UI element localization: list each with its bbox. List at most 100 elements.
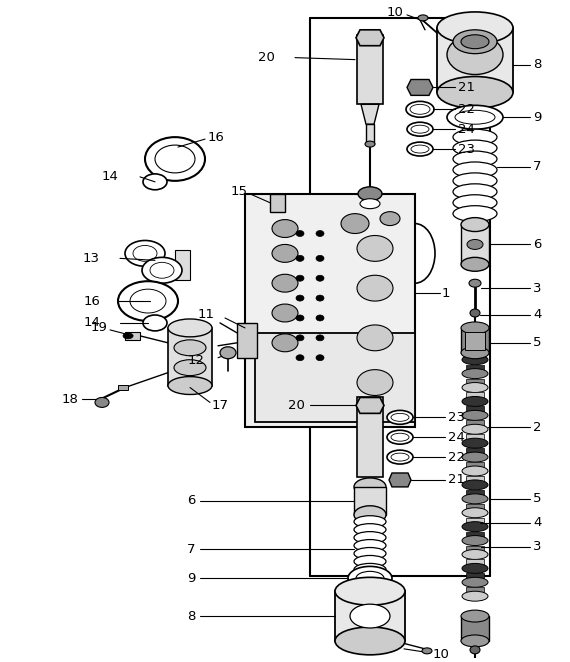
Ellipse shape <box>469 279 481 287</box>
Ellipse shape <box>422 648 432 654</box>
Ellipse shape <box>125 240 165 266</box>
Bar <box>466 573 484 583</box>
Text: 4: 4 <box>533 516 542 529</box>
Ellipse shape <box>462 383 488 393</box>
Text: 13: 13 <box>83 252 100 265</box>
Bar <box>357 35 383 105</box>
Text: 5: 5 <box>533 493 542 505</box>
Ellipse shape <box>145 137 205 181</box>
Bar <box>466 462 484 471</box>
Ellipse shape <box>316 315 324 321</box>
Ellipse shape <box>418 15 428 21</box>
Ellipse shape <box>453 30 497 54</box>
Ellipse shape <box>335 627 405 655</box>
Ellipse shape <box>467 240 483 250</box>
Bar <box>466 393 484 401</box>
Ellipse shape <box>462 369 488 379</box>
Ellipse shape <box>296 355 304 361</box>
Ellipse shape <box>411 125 429 133</box>
Text: 8: 8 <box>533 58 542 71</box>
Text: 16: 16 <box>208 130 225 144</box>
Ellipse shape <box>174 359 206 375</box>
Ellipse shape <box>462 522 488 532</box>
Ellipse shape <box>437 77 513 109</box>
Ellipse shape <box>356 571 384 585</box>
Bar <box>466 448 484 457</box>
Ellipse shape <box>272 334 298 352</box>
Ellipse shape <box>462 452 488 462</box>
Ellipse shape <box>453 151 497 167</box>
Ellipse shape <box>411 145 429 153</box>
Bar <box>466 406 484 415</box>
Bar <box>118 385 128 389</box>
Text: 22: 22 <box>458 103 475 116</box>
Ellipse shape <box>142 258 182 283</box>
Ellipse shape <box>453 206 497 222</box>
Bar <box>175 250 190 280</box>
Ellipse shape <box>133 246 157 261</box>
Text: 20: 20 <box>258 51 275 64</box>
Ellipse shape <box>387 410 413 424</box>
Ellipse shape <box>387 450 413 464</box>
Ellipse shape <box>316 256 324 261</box>
Bar <box>270 194 285 212</box>
Ellipse shape <box>387 430 413 444</box>
Bar <box>461 616 489 641</box>
Ellipse shape <box>447 105 503 129</box>
Ellipse shape <box>168 377 212 395</box>
Text: 20: 20 <box>288 399 305 412</box>
Text: 18: 18 <box>61 393 78 406</box>
Bar <box>466 490 484 499</box>
Ellipse shape <box>143 315 167 331</box>
Text: 14: 14 <box>83 316 100 330</box>
Ellipse shape <box>453 184 497 200</box>
Ellipse shape <box>391 433 409 441</box>
Text: 11: 11 <box>198 308 215 322</box>
Ellipse shape <box>461 635 489 647</box>
Ellipse shape <box>168 319 212 337</box>
Bar <box>466 365 484 373</box>
Bar <box>437 28 513 93</box>
Bar <box>335 591 405 641</box>
Ellipse shape <box>272 274 298 292</box>
Ellipse shape <box>354 555 386 567</box>
Ellipse shape <box>462 494 488 504</box>
Bar <box>466 559 484 569</box>
Bar <box>466 587 484 596</box>
Ellipse shape <box>296 230 304 236</box>
Ellipse shape <box>462 591 488 601</box>
Text: 19: 19 <box>90 322 107 334</box>
Ellipse shape <box>354 563 386 575</box>
Bar <box>466 434 484 443</box>
Text: 4: 4 <box>533 308 542 322</box>
Ellipse shape <box>341 214 369 234</box>
Text: 10: 10 <box>433 648 450 661</box>
Ellipse shape <box>462 424 488 434</box>
Ellipse shape <box>453 140 497 156</box>
Text: 16: 16 <box>83 295 100 308</box>
Ellipse shape <box>461 347 489 359</box>
Ellipse shape <box>316 230 324 236</box>
Text: 2: 2 <box>533 421 542 434</box>
Ellipse shape <box>296 275 304 281</box>
Ellipse shape <box>462 577 488 587</box>
Bar <box>461 224 489 264</box>
Ellipse shape <box>354 506 386 524</box>
Ellipse shape <box>296 295 304 301</box>
Bar <box>354 487 386 515</box>
Ellipse shape <box>391 453 409 461</box>
Bar <box>357 397 383 477</box>
Ellipse shape <box>461 35 489 49</box>
Text: 23: 23 <box>448 411 465 424</box>
Ellipse shape <box>316 335 324 341</box>
Ellipse shape <box>365 141 375 147</box>
Ellipse shape <box>335 577 405 605</box>
Ellipse shape <box>462 438 488 448</box>
Ellipse shape <box>462 508 488 518</box>
Ellipse shape <box>461 258 489 271</box>
Ellipse shape <box>118 281 178 321</box>
Bar <box>466 379 484 387</box>
Ellipse shape <box>357 369 393 395</box>
Ellipse shape <box>272 244 298 262</box>
Text: 24: 24 <box>458 122 475 136</box>
